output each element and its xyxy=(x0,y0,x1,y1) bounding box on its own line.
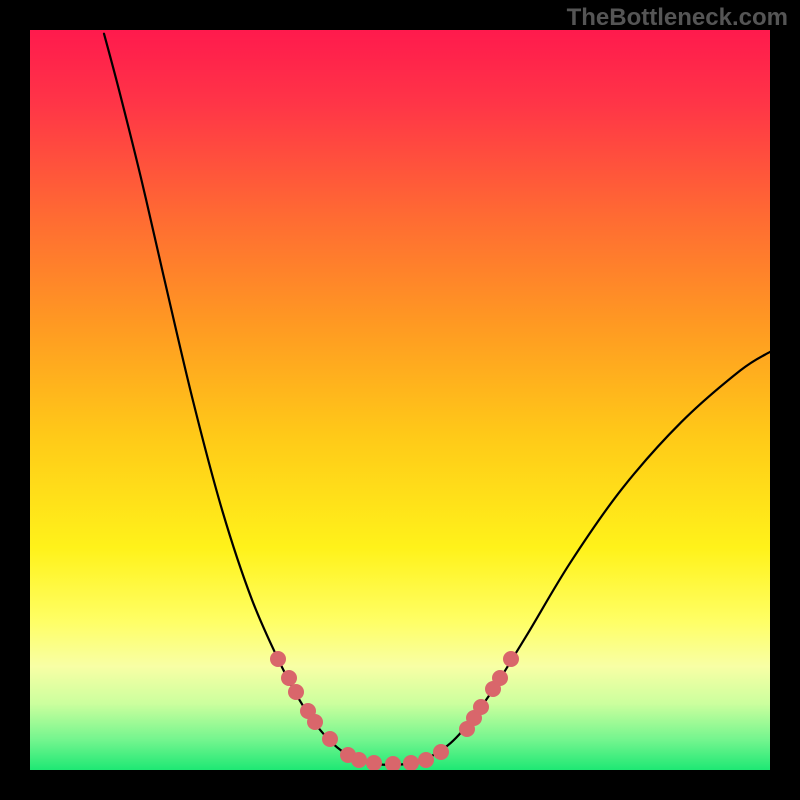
data-marker xyxy=(403,755,419,770)
data-marker xyxy=(281,670,297,686)
markers-layer xyxy=(30,30,770,770)
data-marker xyxy=(473,699,489,715)
data-marker xyxy=(366,755,382,770)
data-marker xyxy=(307,714,323,730)
data-marker xyxy=(385,756,401,770)
data-marker xyxy=(418,752,434,768)
watermark-text: TheBottleneck.com xyxy=(567,4,788,32)
data-marker xyxy=(288,684,304,700)
data-marker xyxy=(270,651,286,667)
data-marker xyxy=(322,731,338,747)
plot-area xyxy=(30,30,770,770)
data-marker xyxy=(503,651,519,667)
data-marker xyxy=(492,670,508,686)
data-marker xyxy=(351,752,367,768)
data-marker xyxy=(433,744,449,760)
chart-stage: TheBottleneck.com xyxy=(0,0,800,800)
